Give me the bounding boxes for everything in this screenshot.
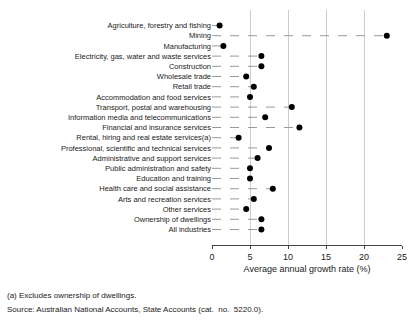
svg-text:Ownership of dwellings: Ownership of dwellings xyxy=(134,215,211,224)
svg-text:15: 15 xyxy=(321,252,331,262)
svg-text:Education and training: Education and training xyxy=(136,174,211,183)
svg-text:10: 10 xyxy=(283,252,293,262)
svg-text:25: 25 xyxy=(397,252,407,262)
svg-text:Professional, scientific and t: Professional, scientific and technical s… xyxy=(61,144,211,153)
svg-text:Source: Australian National Ac: Source: Australian National Accounts, St… xyxy=(7,305,263,314)
svg-text:Wholesale trade: Wholesale trade xyxy=(157,72,211,81)
svg-text:Financial and insurance servic: Financial and insurance services xyxy=(102,123,211,132)
svg-text:Average annual growth rate (%): Average annual growth rate (%) xyxy=(244,264,371,274)
svg-text:Public administration and safe: Public administration and safety xyxy=(105,164,211,173)
svg-text:Manufacturing: Manufacturing xyxy=(163,42,211,51)
svg-text:Administrative and support ser: Administrative and support services xyxy=(93,154,212,163)
svg-text:Other services: Other services xyxy=(163,205,212,214)
svg-text:Accommodation and food service: Accommodation and food services xyxy=(96,93,211,102)
svg-text:Information media and telecomm: Information media and telecommunications xyxy=(68,113,211,122)
svg-text:Retail trade: Retail trade xyxy=(173,82,211,91)
svg-text:20: 20 xyxy=(359,252,369,262)
svg-text:5: 5 xyxy=(247,252,252,262)
svg-text:Electricity, gas, water and wa: Electricity, gas, water and waste servic… xyxy=(75,52,211,61)
svg-text:Transport, postal and warehous: Transport, postal and warehousing xyxy=(96,103,211,112)
svg-text:Arts and recreation services: Arts and recreation services xyxy=(118,195,211,204)
svg-text:All industries: All industries xyxy=(168,225,211,234)
svg-text:(a) Excludes ownership of dwel: (a) Excludes ownership of dwellings. xyxy=(7,291,136,300)
svg-text:Agriculture, forestry and fish: Agriculture, forestry and fishing xyxy=(108,21,211,30)
svg-text:Health care and social assista: Health care and social assistance xyxy=(99,184,211,193)
svg-text:Mining: Mining xyxy=(189,31,211,40)
svg-text:Rental, hiring and real estate: Rental, hiring and real estate services(… xyxy=(76,133,211,142)
svg-text:0: 0 xyxy=(209,252,214,262)
svg-text:Construction: Construction xyxy=(169,62,211,71)
